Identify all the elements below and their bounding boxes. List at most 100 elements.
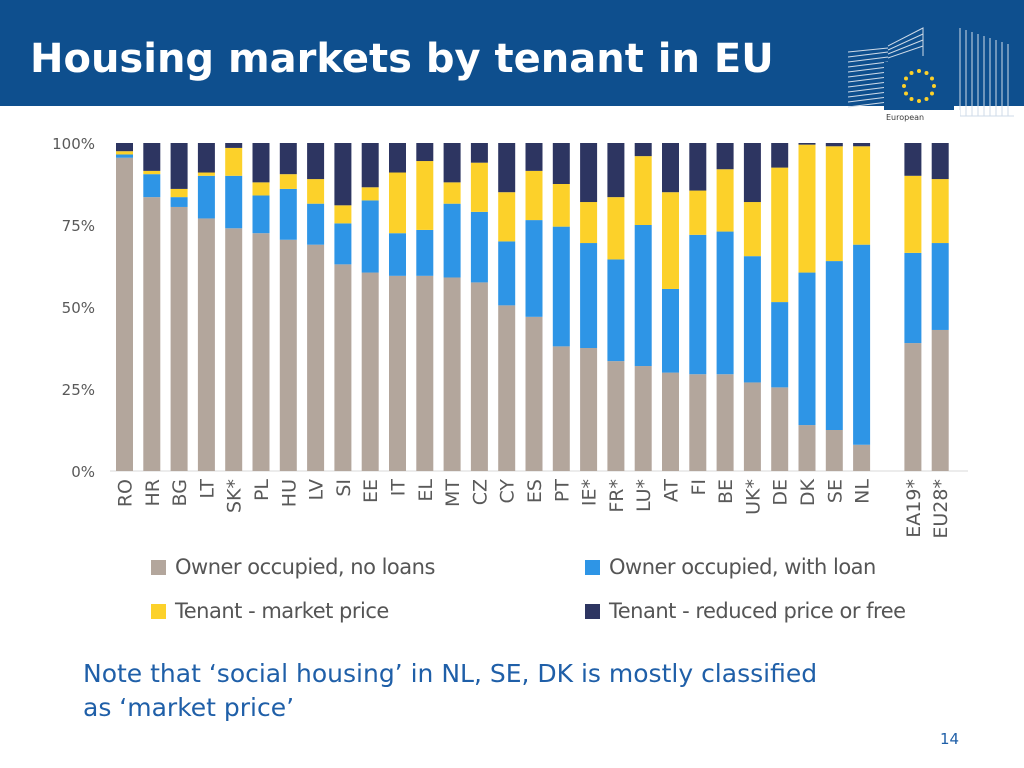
bar-stack: [689, 143, 707, 471]
bar-stack: [607, 143, 625, 471]
y-tick-label: 50%: [62, 299, 95, 317]
bar-segment: [252, 182, 270, 196]
x-tick-label: EL: [415, 479, 437, 502]
bar-segment: [116, 154, 133, 158]
bar-segment: [279, 143, 297, 175]
bar-segment: [470, 143, 488, 163]
x-tick-label: UK*: [742, 479, 764, 515]
bar-segment: [498, 241, 516, 306]
bar-segment: [552, 346, 570, 471]
bar-segment: [552, 143, 570, 184]
x-tick-label: CY: [497, 479, 519, 504]
bar-segment: [552, 226, 570, 347]
x-tick-label: DK: [797, 478, 819, 506]
logo-text: European: [886, 113, 924, 122]
bar-segment: [904, 252, 922, 344]
bar-segment: [470, 282, 488, 471]
bar-segment: [307, 203, 325, 245]
eu-star: [904, 76, 909, 81]
x-tick-label: EA19*: [903, 479, 925, 538]
bar-segment: [143, 170, 161, 175]
x-tick-label: EE: [360, 479, 382, 503]
bar-segment: [580, 202, 598, 244]
x-tick-label: FR*: [606, 479, 628, 513]
bar-segment: [170, 188, 188, 198]
bar-segment: [634, 366, 652, 471]
slide-header: Housing markets by tenant in EU: [0, 0, 1024, 106]
legend-label: Tenant - market price: [175, 599, 389, 623]
eu-star: [932, 84, 936, 88]
bar-segment: [607, 197, 625, 260]
bar-stack: [279, 143, 297, 471]
legend-item-owner-no-loans: Owner occupied, no loans: [151, 555, 435, 579]
bar-stack: [361, 143, 379, 471]
bar-segment: [252, 143, 270, 183]
x-tick-label: SE: [824, 479, 846, 503]
legend-swatch: [151, 559, 166, 575]
bar-segment: [443, 143, 461, 183]
bar-segment: [580, 143, 598, 203]
y-tick-label: 0%: [71, 463, 95, 481]
eu-star: [902, 84, 906, 88]
building-lines-icon: [848, 27, 1014, 117]
bar-stack: [470, 143, 488, 471]
legend-label: Owner occupied, no loans: [175, 555, 435, 579]
bar-segment: [443, 277, 461, 471]
bar-segment: [443, 182, 461, 204]
x-tick-label: SK*: [224, 479, 246, 513]
stacked-bar-chart: 0% 25% 50% 75% 100% RO HR BG LT SK* PL HU LV SI EE IT E…: [52, 135, 968, 539]
bar-segment: [662, 192, 679, 289]
x-tick-label: SI: [333, 479, 355, 497]
bar-stack: [580, 143, 598, 471]
x-axis: RO HR BG LT SK* PL HU LV SI EE IT EL MT CZ CY ES PT IE* FR…: [115, 478, 953, 538]
bar-segment: [798, 144, 816, 273]
x-tick-label: RO: [115, 479, 137, 507]
bar-segment: [689, 234, 707, 375]
y-tick-label: 100%: [52, 135, 95, 153]
bar-segment: [798, 143, 816, 145]
bar-stack: [307, 143, 325, 471]
legend-label: Tenant - reduced price or free: [609, 599, 906, 623]
legend-item-tenant-reduced: Tenant - reduced price or free: [585, 599, 906, 623]
bar-segment: [771, 302, 789, 388]
bar-segment: [116, 143, 133, 152]
bar-stack: [825, 143, 843, 471]
bar-segment: [225, 143, 243, 148]
bar-segment: [170, 206, 188, 471]
bar-segment: [743, 256, 761, 383]
bar-segment: [931, 143, 949, 180]
x-tick-label: ES: [524, 479, 546, 503]
bar-segment: [170, 197, 188, 207]
bar-stack: [525, 143, 543, 471]
bar-segment: [662, 288, 679, 373]
bar-segment: [904, 343, 922, 471]
page-number: 14: [940, 730, 960, 748]
bar-segment: [853, 244, 871, 445]
x-tick-label: HR: [142, 479, 164, 507]
bar-stack: [853, 143, 871, 471]
bar-segment: [931, 179, 949, 244]
bar-segment: [334, 264, 352, 471]
bar-segment: [853, 444, 871, 471]
bar-segment: [279, 239, 297, 471]
bar-segment: [525, 316, 543, 471]
bar-segment: [389, 143, 406, 173]
bar-segment: [607, 361, 625, 471]
slide-title: Housing markets by tenant in EU: [30, 36, 774, 82]
bar-segment: [116, 151, 133, 155]
bar-segment: [580, 348, 598, 471]
bar-stack: [443, 143, 461, 471]
x-tick-label: PL: [251, 479, 273, 501]
bar-segment: [143, 174, 161, 198]
eu-stars-icon: [902, 69, 936, 103]
bar-segment: [634, 156, 652, 225]
eu-star: [917, 99, 921, 103]
legend-swatch: [585, 559, 600, 575]
legend-label: Owner occupied, with loan: [609, 555, 876, 579]
y-tick-label: 75%: [62, 217, 95, 235]
eu-star: [929, 76, 934, 81]
bar-segment: [470, 211, 488, 283]
bar-segment: [931, 243, 949, 330]
bar-stack: [904, 143, 922, 471]
bar-stack: [416, 143, 434, 471]
